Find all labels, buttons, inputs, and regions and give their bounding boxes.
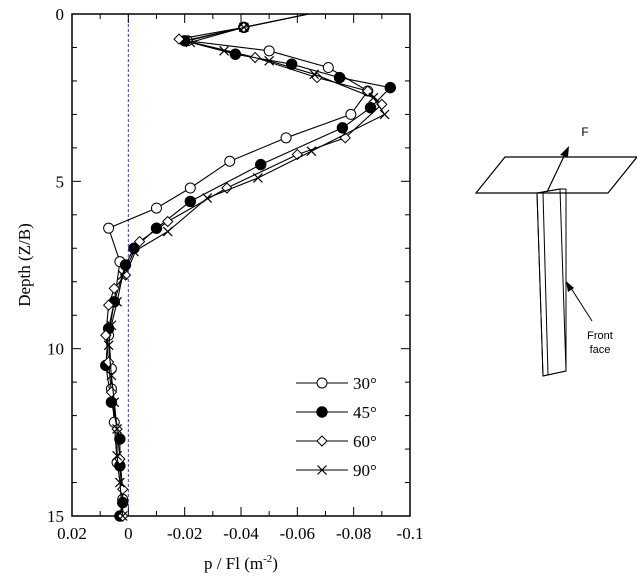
front-face-label-line1: Front: [587, 330, 613, 342]
data-point: [364, 102, 377, 114]
data-point: [103, 340, 114, 351]
series-group: [100, 13, 396, 522]
x-axis-label: p / Fl (m-2): [204, 553, 278, 573]
x-tick-label: -0.1: [397, 524, 424, 543]
pile-top-edge: [536, 188, 561, 194]
data-point: [114, 477, 125, 488]
pile-body-back: [536, 188, 567, 377]
front-face-pointer-shaft: [568, 284, 593, 322]
legend-marker: [316, 406, 328, 418]
data-point: [112, 296, 122, 307]
x-tick-label: 0.02: [57, 524, 87, 543]
x-tick-label: -0.06: [280, 524, 315, 543]
series-1: [103, 13, 374, 522]
data-point: [173, 33, 185, 45]
data-point: [255, 158, 267, 171]
depth-profile-chart: 0.02 0 -0.02 -0.04 -0.06 -0.08 -0.1 0 5 10 15 Dep…: [15, 5, 423, 573]
data-point: [162, 226, 173, 237]
y-axis-label: Depth (Z/B): [15, 223, 34, 307]
x-tick-label: 0: [124, 524, 133, 543]
legend-marker: [316, 435, 328, 447]
data-point: [368, 92, 379, 103]
series-2: [100, 13, 396, 522]
legend-marker: [316, 377, 328, 389]
x-tick-label: -0.02: [167, 524, 202, 543]
legend-label: 45°: [353, 403, 377, 422]
data-point: [112, 450, 122, 461]
front-face-label-line2: face: [590, 344, 611, 356]
data-point: [252, 173, 263, 183]
legend-label: 30°: [353, 374, 377, 393]
data-point: [100, 329, 112, 341]
x-tick-label: -0.08: [336, 524, 371, 543]
data-point: [112, 424, 122, 434]
x-axis-label-main: p / Fl (m: [204, 554, 263, 573]
series-4: [103, 13, 390, 521]
data-point: [114, 433, 126, 445]
data-point: [306, 146, 317, 157]
data-point: [106, 320, 117, 331]
data-point: [379, 109, 390, 120]
data-point: [185, 37, 196, 48]
data-point: [119, 269, 132, 281]
y-tick-label: 15: [47, 507, 64, 526]
y-tick-label: 0: [56, 5, 65, 24]
data-point: [263, 45, 275, 57]
ground-plane: [474, 156, 637, 194]
front-face-pointer-head: [566, 281, 574, 292]
x-axis-label-exponent: -2: [263, 553, 272, 565]
force-arrow-shaft: [546, 151, 567, 193]
data-point: [322, 62, 334, 74]
data-point: [221, 182, 233, 194]
x-axis-label-close: ): [272, 554, 278, 573]
x-tick-label: -0.04: [223, 524, 259, 543]
data-point: [162, 215, 174, 228]
force-arrow-head: [560, 146, 569, 157]
series-line: [105, 13, 383, 516]
data-point: [108, 282, 120, 295]
data-point: [103, 222, 115, 234]
data-point: [309, 69, 320, 80]
data-point: [384, 81, 396, 94]
data-point: [238, 22, 249, 33]
data-point: [219, 45, 230, 56]
data-point: [202, 193, 213, 203]
y-tick-label: 5: [56, 172, 65, 191]
legend-marker: [317, 465, 327, 475]
y-axis-ticks: 0 5 10 15: [47, 5, 410, 526]
data-point: [133, 235, 146, 248]
data-point: [184, 182, 196, 194]
legend-label: 60°: [353, 432, 377, 451]
data-point: [102, 356, 115, 368]
data-point: [224, 155, 236, 167]
series-3: [100, 13, 388, 522]
force-label: F: [581, 125, 588, 139]
data-point: [117, 511, 128, 521]
pile-inner-edge: [542, 192, 549, 376]
legend: 30° 45° 60° 90°: [296, 374, 377, 480]
pile-bottom-edge: [542, 370, 567, 377]
data-point: [184, 195, 197, 208]
data-point: [264, 55, 275, 66]
data-point: [333, 71, 346, 84]
data-point: [336, 122, 349, 134]
data-point: [117, 270, 128, 280]
data-point: [102, 299, 115, 311]
pile-schematic: F Front face: [474, 125, 637, 377]
data-point: [345, 108, 357, 120]
data-point: [280, 132, 292, 144]
data-point: [151, 202, 162, 214]
data-point: [109, 397, 120, 408]
data-point: [106, 370, 117, 381]
x-axis-ticks: 0.02 0 -0.02 -0.04 -0.06 -0.08 -0.1: [57, 14, 423, 543]
y-tick-label: 10: [47, 340, 64, 359]
pile-left-front-edge: [536, 192, 544, 377]
legend-label: 90°: [353, 461, 377, 480]
data-point: [129, 246, 139, 257]
